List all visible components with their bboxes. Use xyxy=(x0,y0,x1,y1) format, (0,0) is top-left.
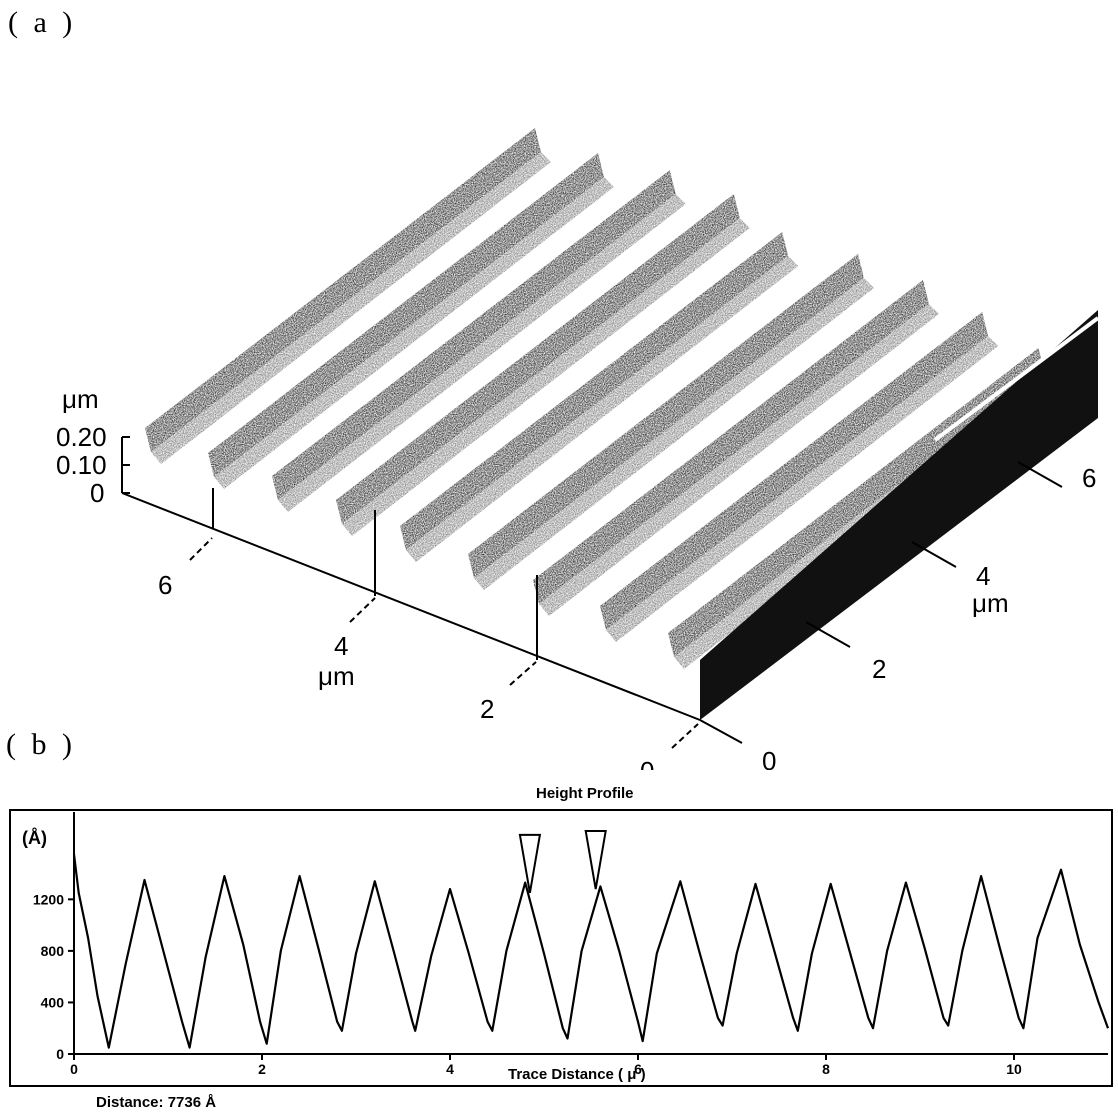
panel-label-b: ( b ) xyxy=(6,728,76,761)
left-tick-6: 6 xyxy=(158,570,172,600)
surface-drop-lines xyxy=(212,488,538,660)
y-axis-label: (Å) xyxy=(22,828,47,848)
x-tick-label: 8 xyxy=(822,1061,830,1077)
right-tick-0: 0 xyxy=(762,746,776,770)
ridge-1 xyxy=(145,128,541,452)
ridge-shoulder-3 xyxy=(278,194,686,512)
ridge-8 xyxy=(600,312,989,630)
ridge-3 xyxy=(272,170,676,500)
chart-title: Height Profile xyxy=(536,785,634,802)
x-ticks: 0 2 4 6 8 10 xyxy=(70,1054,1022,1077)
ridge-4 xyxy=(336,194,740,524)
height-profile-chart: Height Profile (Å) 0 400 800 1200 0 2 4 6 8 10 T… xyxy=(9,785,1113,1087)
y-ticks: 0 400 800 1200 xyxy=(33,891,74,1062)
y-tick-label: 800 xyxy=(41,943,65,959)
z-axis-unit: μm xyxy=(62,384,99,414)
z-axis xyxy=(121,436,130,494)
afm-3d-surface: μm 0.20 0.10 0 6 4 μm 2 0 0 2 4 μm 6 xyxy=(56,128,1100,770)
chart-frame xyxy=(9,809,1113,1087)
ridge-5 xyxy=(400,232,789,550)
surface-front-block xyxy=(700,310,1098,720)
ridge-shoulder-1 xyxy=(151,152,551,464)
stray-zero-label: 0 xyxy=(640,756,654,770)
ridge-shoulder-6 xyxy=(474,278,874,590)
block-highlight xyxy=(933,316,1100,442)
x-tick-label: 6 xyxy=(634,1061,642,1077)
x-axis-label: Trace Distance ( μ ) xyxy=(508,1066,646,1083)
ridge-shoulder-5 xyxy=(406,256,799,562)
x-tick-label: 10 xyxy=(1006,1061,1022,1077)
y-tick-label: 0 xyxy=(56,1046,64,1062)
left-tick-2: 2 xyxy=(480,694,494,724)
ridge-shoulder-4 xyxy=(342,218,750,536)
x-tick-label: 4 xyxy=(446,1061,454,1077)
z-tick-0.10: 0.10 xyxy=(56,450,107,480)
right-axis-unit: μm xyxy=(972,588,1009,618)
cursor-marker-1[interactable] xyxy=(518,833,542,894)
z-tick-0: 0 xyxy=(90,478,104,508)
right-base-axis xyxy=(699,461,1063,744)
ridge-shoulder-8 xyxy=(606,336,999,642)
left-base-axis xyxy=(121,492,701,749)
ridge-6 xyxy=(468,254,864,578)
x-tick-label: 0 xyxy=(70,1061,78,1077)
ridge-7 xyxy=(533,280,929,604)
z-tick-0.20: 0.20 xyxy=(56,422,107,452)
cursor-markers xyxy=(518,830,607,894)
left-axis-unit: μm xyxy=(318,661,355,691)
y-tick-label: 400 xyxy=(41,994,65,1010)
ridge-shoulder-2 xyxy=(214,177,614,489)
y-tick-label: 1200 xyxy=(33,891,64,907)
ridge-9 xyxy=(668,348,1045,657)
ridge-shoulder-7 xyxy=(539,304,939,616)
x-tick-label: 2 xyxy=(258,1061,266,1077)
right-tick-6: 6 xyxy=(1082,463,1096,493)
distance-readout: Distance: 7736 Å xyxy=(96,1094,217,1111)
cursor-marker-2[interactable] xyxy=(584,830,607,890)
right-tick-2: 2 xyxy=(872,654,886,684)
ridge-2 xyxy=(208,153,604,477)
panel-label-a: ( a ) xyxy=(8,6,77,39)
right-tick-4: 4 xyxy=(976,561,990,591)
left-tick-4: 4 xyxy=(334,631,348,661)
series-line xyxy=(72,854,1110,1049)
surface-ridges xyxy=(145,128,1055,669)
plot-axes xyxy=(73,812,1108,1055)
